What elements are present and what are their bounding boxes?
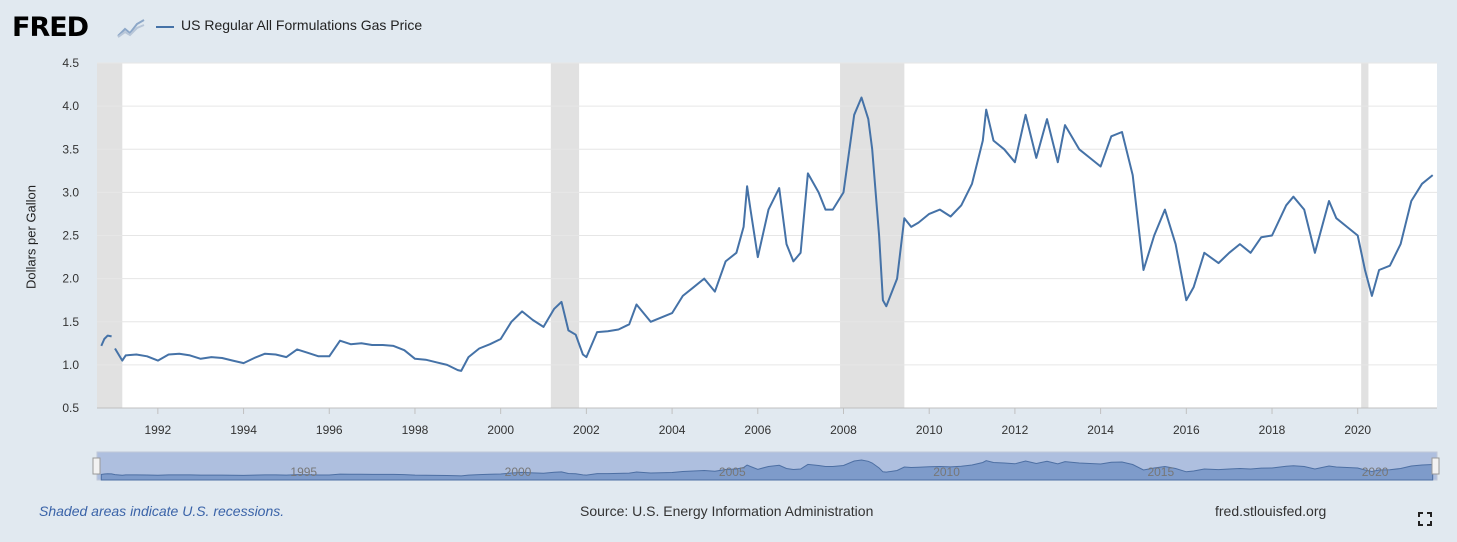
navigator-series-area bbox=[100, 459, 1434, 481]
x-tick-label: 2002 bbox=[573, 423, 600, 437]
series-line-segment-1 bbox=[100, 334, 112, 347]
x-tick-label: 2016 bbox=[1173, 423, 1200, 437]
y-tick-label: 4.5 bbox=[62, 56, 79, 70]
navigator-tick-label: 2000 bbox=[505, 465, 532, 479]
x-tick-label: 2012 bbox=[1002, 423, 1029, 437]
site-link[interactable]: fred.stlouisfed.org bbox=[1215, 503, 1327, 519]
x-axis-ticks: 1992 1994 1996 1998 2000 2002 2004 2006 2008 2010… bbox=[144, 408, 1371, 437]
legend-series-label[interactable]: US Regular All Formulations Gas Price bbox=[181, 17, 423, 33]
fred-logo-graph-icon bbox=[116, 17, 146, 39]
navigator-tick-label: 2020 bbox=[1362, 465, 1389, 479]
legend-swatch bbox=[156, 26, 174, 28]
source-note: Source: U.S. Energy Information Administ… bbox=[580, 503, 874, 519]
navigator-ticks: 1995 2000 2005 2010 2015 2020 bbox=[290, 465, 1388, 479]
x-tick-label: 2006 bbox=[744, 423, 771, 437]
x-tick-label: 2010 bbox=[916, 423, 943, 437]
series-layer bbox=[100, 96, 1434, 372]
x-tick-label: 2004 bbox=[659, 423, 686, 437]
y-tick-label: 3.5 bbox=[62, 142, 79, 156]
series-line-segment-2 bbox=[114, 96, 1434, 372]
x-tick-label: 1994 bbox=[230, 423, 257, 437]
navigator-tick-label: 1995 bbox=[290, 465, 317, 479]
x-tick-label: 2008 bbox=[830, 423, 857, 437]
chart-area[interactable]: 0.5 1.0 1.5 2.0 2.5 3.0 3.5 4.0 4.5 1992 1994 1996… bbox=[0, 40, 1457, 500]
x-tick-label: 2018 bbox=[1259, 423, 1286, 437]
x-tick-label: 2020 bbox=[1344, 423, 1371, 437]
fullscreen-expand-icon[interactable] bbox=[1418, 512, 1432, 526]
y-tick-label: 2.0 bbox=[62, 272, 79, 286]
y-tick-label: 4.0 bbox=[62, 99, 79, 113]
y-tick-label: 1.0 bbox=[62, 358, 79, 372]
recession-note: Shaded areas indicate U.S. recessions. bbox=[39, 503, 285, 519]
navigator-tick-label: 2005 bbox=[719, 465, 746, 479]
x-tick-label: 1992 bbox=[144, 423, 171, 437]
navigator-right-handle bbox=[1431, 457, 1440, 475]
x-tick-label: 1998 bbox=[402, 423, 429, 437]
navigator-tick-label: 2010 bbox=[933, 465, 960, 479]
x-tick-label: 1996 bbox=[316, 423, 343, 437]
navigator-tick-label: 2015 bbox=[1147, 465, 1174, 479]
fred-logo[interactable]: FRED bbox=[12, 12, 89, 43]
y-tick-label: 0.5 bbox=[62, 401, 79, 415]
navigator-left-handle bbox=[92, 457, 101, 475]
y-tick-label: 2.5 bbox=[62, 229, 79, 243]
chart-header: FRED US Regular All Formulations Gas Pri… bbox=[0, 0, 1457, 52]
y-tick-label: 1.5 bbox=[62, 315, 79, 329]
y-tick-label: 3.0 bbox=[62, 185, 79, 199]
y-axis-ticks: 0.5 1.0 1.5 2.0 2.5 3.0 3.5 4.0 4.5 bbox=[62, 56, 79, 415]
navigator[interactable]: 1995 2000 2005 2010 2015 2020 bbox=[92, 451, 1440, 481]
x-tick-label: 2000 bbox=[487, 423, 514, 437]
x-tick-label: 2014 bbox=[1087, 423, 1114, 437]
